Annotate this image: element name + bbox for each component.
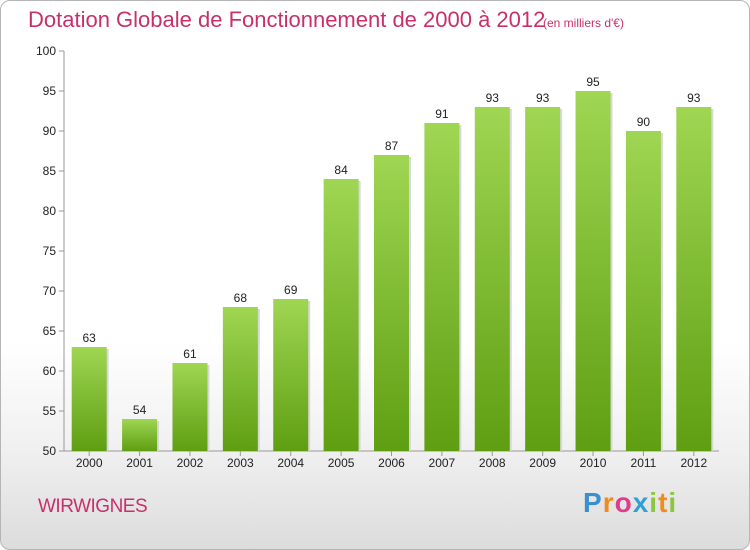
bar-2007: [424, 123, 460, 451]
y-tick-label: 80: [43, 204, 57, 218]
logo-letter: i: [668, 487, 678, 518]
bar-2009: [525, 107, 561, 451]
bar-2000: [71, 347, 107, 451]
data-label-2006: 87: [385, 139, 399, 153]
y-tick-label: 70: [43, 284, 57, 298]
bar-2002: [172, 363, 208, 451]
chart-subtitle: (en milliers d'€): [543, 16, 624, 30]
bar-2004: [273, 299, 309, 451]
commune-name: WIRWIGNES: [38, 496, 148, 517]
x-tick-label: 2007: [429, 456, 456, 470]
x-tick-label: 2002: [177, 456, 204, 470]
data-label-2000: 63: [83, 331, 97, 345]
bar-2011: [625, 131, 661, 451]
x-tick-label: 2004: [277, 456, 304, 470]
x-tick-label: 2003: [227, 456, 254, 470]
y-tick-label: 75: [43, 244, 57, 258]
logo-letter: P: [583, 487, 603, 518]
y-tick-label: 60: [43, 364, 57, 378]
x-tick-label: 2006: [378, 456, 405, 470]
bar-2005: [323, 179, 359, 451]
bar-2012: [676, 107, 712, 451]
logo-letter: x: [632, 487, 650, 518]
bar-2006: [374, 155, 409, 451]
bar-2008: [474, 107, 510, 451]
logo-letter: r: [602, 487, 615, 518]
logo-letter: t: [658, 487, 669, 518]
logo-letter: o: [614, 487, 633, 518]
y-tick-label: 55: [43, 404, 57, 418]
bar-2001: [122, 419, 158, 451]
bar-2010: [575, 91, 611, 451]
x-tick-label: 2005: [328, 456, 355, 470]
data-label-2005: 84: [334, 163, 348, 177]
y-tick-label: 100: [36, 44, 56, 58]
y-tick-label: 50: [43, 444, 57, 458]
x-tick-label: 2011: [631, 456, 657, 470]
x-tick-label: 2008: [479, 456, 506, 470]
x-tick-label: 2001: [126, 456, 153, 470]
data-label-2002: 61: [183, 347, 197, 361]
x-tick-label: 2012: [680, 456, 707, 470]
logo-letter: i: [649, 487, 659, 518]
data-label-2009: 93: [536, 91, 550, 105]
data-label-2001: 54: [133, 403, 147, 417]
data-label-2007: 91: [435, 107, 449, 121]
proxiti-logo[interactable]: Proxiti: [583, 487, 677, 519]
data-label-2011: 90: [637, 115, 651, 129]
data-label-2004: 69: [284, 283, 298, 297]
data-label-2008: 93: [486, 91, 500, 105]
y-tick-label: 95: [43, 84, 57, 98]
data-label-2010: 95: [586, 75, 600, 89]
bar-2003: [222, 307, 258, 451]
y-tick-label: 90: [43, 124, 57, 138]
y-tick-label: 85: [43, 164, 57, 178]
chart-title: Dotation Globale de Fonctionnement de 20…: [28, 7, 546, 32]
data-label-2003: 68: [234, 291, 248, 305]
y-tick-label: 65: [43, 324, 57, 338]
data-label-2012: 93: [687, 91, 701, 105]
x-tick-label: 2009: [529, 456, 556, 470]
x-tick-label: 2010: [580, 456, 607, 470]
x-tick-label: 2000: [76, 456, 103, 470]
